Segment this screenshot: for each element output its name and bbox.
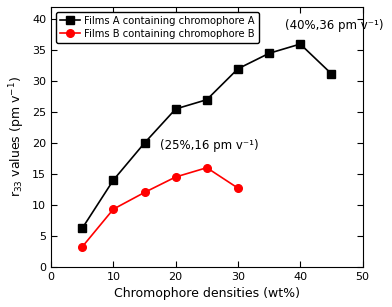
Films B containing chromophore B: [142, 191, 147, 194]
Line: Films B containing chromophore B: Films B containing chromophore B: [78, 164, 242, 251]
Films A containing chromophore A: [236, 67, 240, 71]
Films A containing chromophore A: [298, 42, 303, 46]
Line: Films A containing chromophore A: Films A containing chromophore A: [78, 40, 335, 232]
Films A containing chromophore A: [267, 52, 271, 55]
Legend: Films A containing chromophore A, Films B containing chromophore B: Films A containing chromophore A, Films …: [56, 12, 259, 43]
Films A containing chromophore A: [205, 98, 209, 102]
Films B containing chromophore B: [173, 175, 178, 179]
Y-axis label: r$_{33}$ values (pm v$^{-1}$): r$_{33}$ values (pm v$^{-1}$): [7, 76, 27, 197]
Films A containing chromophore A: [111, 178, 116, 182]
Films A containing chromophore A: [142, 141, 147, 145]
Films B containing chromophore B: [80, 245, 85, 249]
Text: (25%,16 pm v⁻¹): (25%,16 pm v⁻¹): [160, 139, 259, 152]
Films B containing chromophore B: [236, 186, 240, 190]
Text: (40%,36 pm v⁻¹): (40%,36 pm v⁻¹): [285, 19, 383, 32]
X-axis label: Chromophore densities (wt%): Chromophore densities (wt%): [114, 287, 300, 300]
Films A containing chromophore A: [80, 227, 85, 230]
Films B containing chromophore B: [205, 166, 209, 169]
Films A containing chromophore A: [329, 72, 334, 76]
Films B containing chromophore B: [111, 207, 116, 211]
Films A containing chromophore A: [173, 107, 178, 111]
